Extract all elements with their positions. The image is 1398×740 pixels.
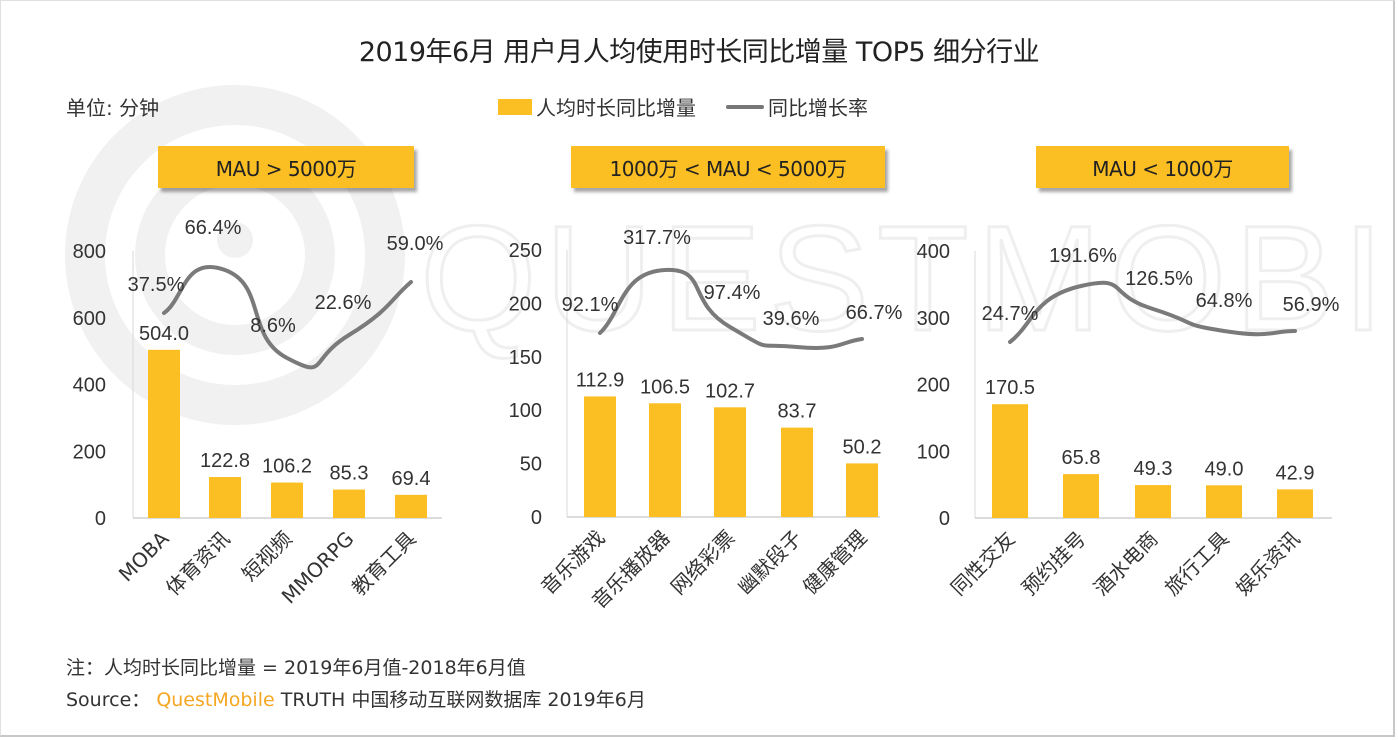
growth-rate-line bbox=[162, 265, 413, 370]
chart-title: 2019年6月 用户月人均使用时长同比增量 TOP5 细分行业 bbox=[358, 37, 1040, 68]
bar bbox=[333, 489, 365, 518]
category-label: 旅行工具 bbox=[1160, 527, 1234, 601]
y-tick-label: 250 bbox=[509, 240, 542, 262]
bar-value-label: 122.8 bbox=[200, 450, 250, 472]
chart-panel-3: 0 100 200 300 400 170.5 65.8 49.3 49.0 42.9 24.7% 1… bbox=[917, 241, 1340, 600]
growth-rate-label: 97.4% bbox=[704, 282, 761, 304]
growth-rate-label: 66.7% bbox=[846, 302, 903, 324]
y-tick-label: 800 bbox=[73, 241, 106, 263]
category-label: 酒水电商 bbox=[1089, 527, 1163, 601]
y-tick-label: 200 bbox=[73, 441, 106, 463]
category-label: 同性交友 bbox=[946, 527, 1020, 601]
bar bbox=[271, 482, 303, 518]
y-tick-label: 0 bbox=[531, 507, 542, 529]
bar bbox=[846, 463, 878, 517]
y-tick-label: 400 bbox=[917, 241, 950, 263]
category-label: MOBA bbox=[114, 526, 174, 586]
bar-value-label: 85.3 bbox=[330, 463, 369, 485]
bar-value-label: 69.4 bbox=[392, 468, 431, 490]
category-label: 健康管理 bbox=[798, 526, 872, 600]
bar-value-label: 83.7 bbox=[778, 401, 817, 423]
category-label: 教育工具 bbox=[347, 527, 421, 601]
bar bbox=[584, 396, 616, 517]
growth-rate-label: 191.6% bbox=[1049, 245, 1117, 267]
bar bbox=[781, 427, 813, 517]
y-tick-label: 100 bbox=[917, 441, 950, 463]
growth-rate-label: 66.4% bbox=[185, 217, 242, 239]
y-tick-label: 150 bbox=[509, 347, 542, 369]
unit-label: 单位: 分钟 bbox=[66, 96, 160, 120]
category-label: 娱乐资讯 bbox=[1231, 527, 1305, 601]
bar bbox=[148, 349, 180, 518]
bar bbox=[209, 477, 241, 518]
growth-rate-label: 39.6% bbox=[763, 308, 820, 330]
chart-panel-2: 0 50 100 150 200 250 112.9 106.5 102.7 83.7 50.2 92… bbox=[509, 227, 903, 613]
y-tick-label: 0 bbox=[95, 508, 106, 530]
legend: 人均时长同比增量 同比增长率 bbox=[498, 92, 868, 121]
y-tick-label: 400 bbox=[73, 375, 106, 397]
bar-value-label: 106.5 bbox=[640, 376, 690, 398]
bar bbox=[395, 494, 427, 518]
growth-rate-line bbox=[598, 267, 864, 350]
category-label: 预约挂号 bbox=[1017, 527, 1091, 601]
bar bbox=[1135, 485, 1171, 518]
growth-rate-label: 59.0% bbox=[387, 233, 444, 255]
bar-value-label: 49.3 bbox=[1134, 458, 1173, 480]
bar-value-label: 65.8 bbox=[1062, 447, 1101, 469]
y-tick-label: 200 bbox=[509, 293, 542, 315]
category-label: 幽默段子 bbox=[733, 526, 807, 600]
y-tick-label: 0 bbox=[939, 508, 950, 530]
growth-rate-label: 22.6% bbox=[315, 292, 372, 314]
group-badge-3: MAU < 1000万 bbox=[1036, 146, 1289, 188]
group-badge-2: 1000万 < MAU < 5000万 bbox=[571, 146, 885, 188]
bar-value-label: 106.2 bbox=[262, 456, 312, 478]
growth-rate-label: 92.1% bbox=[562, 294, 619, 316]
bar bbox=[649, 403, 681, 517]
source-line: Source： QuestMobile TRUTH 中国移动互联网数据库 201… bbox=[66, 685, 646, 712]
bar-value-label: 112.9 bbox=[576, 369, 625, 391]
legend-line-swatch-icon bbox=[726, 104, 764, 109]
legend-line-label: 同比增长率 bbox=[768, 96, 868, 120]
y-tick-label: 100 bbox=[509, 400, 542, 422]
category-label: 体育资讯 bbox=[161, 527, 235, 601]
bar-value-label: 102.7 bbox=[705, 380, 755, 402]
growth-rate-label: 37.5% bbox=[128, 274, 185, 296]
bar bbox=[1206, 485, 1242, 518]
growth-rate-label: 24.7% bbox=[982, 303, 1039, 325]
bar bbox=[1063, 474, 1099, 518]
bar-value-label: 49.0 bbox=[1205, 458, 1244, 480]
y-tick-label: 300 bbox=[917, 308, 950, 330]
growth-rate-label: 8.6% bbox=[250, 315, 296, 337]
source-suffix: TRUTH 中国移动互联网数据库 2019年6月 bbox=[274, 689, 646, 711]
growth-rate-label: 126.5% bbox=[1125, 268, 1193, 290]
y-tick-label: 50 bbox=[520, 454, 542, 476]
y-tick-label: 200 bbox=[917, 375, 950, 397]
category-label: 网络彩票 bbox=[666, 526, 740, 600]
growth-rate-label: 56.9% bbox=[1283, 294, 1340, 316]
bar bbox=[992, 404, 1028, 518]
growth-rate-line bbox=[1008, 280, 1297, 344]
bar bbox=[714, 407, 746, 517]
source-brand: QuestMobile bbox=[156, 689, 275, 711]
bar-value-label: 170.5 bbox=[985, 377, 1035, 399]
legend-bar-label: 人均时长同比增量 bbox=[536, 96, 696, 120]
group-badge-1: MAU > 5000万 bbox=[158, 146, 414, 188]
growth-rate-label: 317.7% bbox=[623, 227, 691, 249]
legend-bar-swatch-icon bbox=[498, 98, 532, 115]
chart-panel-1: 0 200 400 600 800 504.0 122.8 106.2 85.3 69.4 37.5… bbox=[73, 217, 444, 608]
y-tick-label: 600 bbox=[73, 308, 106, 330]
source-prefix: Source： bbox=[66, 689, 151, 711]
bar-value-label: 42.9 bbox=[1276, 462, 1315, 484]
bar-value-label: 504.0 bbox=[139, 323, 189, 345]
category-label: 短视频 bbox=[237, 527, 296, 586]
footnote: 注：人均时长同比增量 = 2019年6月值-2018年6月值 bbox=[66, 657, 526, 679]
bar-value-label: 50.2 bbox=[843, 436, 882, 458]
bar bbox=[1277, 489, 1313, 518]
growth-rate-label: 64.8% bbox=[1196, 290, 1253, 312]
